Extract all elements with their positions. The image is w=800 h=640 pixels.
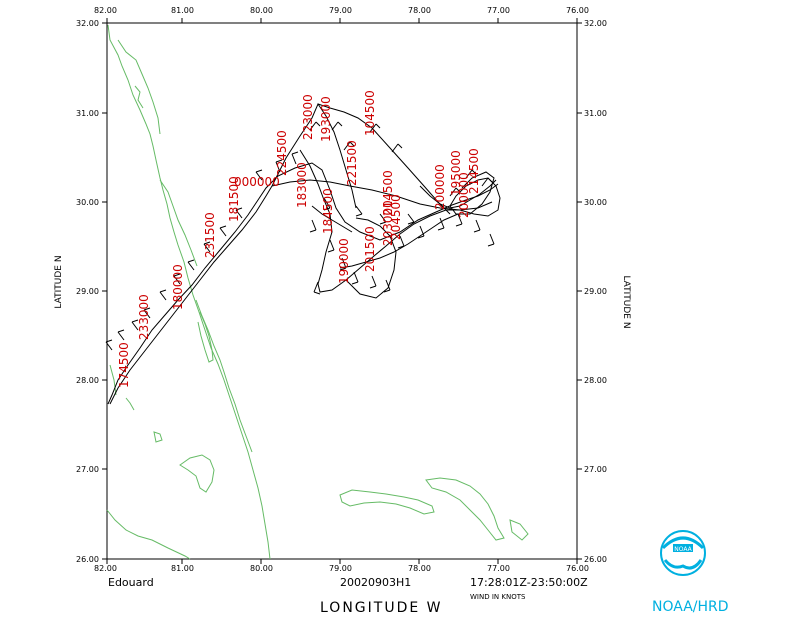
time-label: 221500 xyxy=(345,140,359,186)
logo-text: NOAA xyxy=(674,546,692,553)
time-label: 180000 xyxy=(171,264,185,310)
lon-tick-bottom: 81.00 xyxy=(171,564,194,573)
flight-id: 20020903H1 xyxy=(340,576,411,589)
time-label: 203000 xyxy=(381,200,395,246)
time-label: 184500 xyxy=(321,188,335,234)
time-label: 200000 xyxy=(457,172,471,218)
lat-tick-right: 30.00 xyxy=(584,198,607,207)
lat-tick-left: 31.00 xyxy=(76,109,99,118)
lon-tick-bottom: 76.00 xyxy=(566,564,589,573)
time-label: 201500 xyxy=(363,226,377,272)
coastline xyxy=(106,24,529,560)
agency-label: NOAA/HRD xyxy=(652,599,729,615)
time-label: 223000 xyxy=(301,94,315,140)
lat-tick-right: 28.00 xyxy=(584,376,607,385)
lon-tick-top: 82.00 xyxy=(94,6,117,15)
lon-tick-top: 80.00 xyxy=(250,6,273,15)
lon-tick-top: 81.00 xyxy=(171,6,194,15)
lon-tick-top: 79.00 xyxy=(329,6,352,15)
time-label: 231500 xyxy=(203,212,217,258)
lat-tick-right: 27.00 xyxy=(584,465,607,474)
lat-tick-right: 32.00 xyxy=(584,19,607,28)
time-label: 104500 xyxy=(363,90,377,136)
storm-name: Edouard xyxy=(108,576,154,589)
time-label: 183000 xyxy=(295,162,309,208)
time-label: 204500 xyxy=(389,194,403,240)
lon-ticks xyxy=(106,18,578,564)
time-label: 200000 xyxy=(433,164,447,210)
lon-tick-bottom: 80.00 xyxy=(250,564,273,573)
lon-tick-top: 78.00 xyxy=(408,6,431,15)
time-label: 174500 xyxy=(117,342,131,388)
time-label: 181500 xyxy=(227,176,241,222)
lat-tick-left: 32.00 xyxy=(76,19,99,28)
time-label: 233000 xyxy=(137,294,151,340)
lat-tick-right: 26.00 xyxy=(584,555,607,564)
time-label: 190000 xyxy=(337,238,351,284)
noaa-logo-icon: NOAA xyxy=(660,530,706,576)
flight-track xyxy=(107,102,501,405)
lon-tick-bottom: 77.00 xyxy=(487,564,510,573)
x-axis-title: LONGITUDE W xyxy=(320,600,443,616)
lon-tick-top: 76.00 xyxy=(566,6,589,15)
lat-tick-left: 26.00 xyxy=(76,555,99,564)
lon-tick-bottom: 82.00 xyxy=(94,564,117,573)
wind-barbs xyxy=(105,121,495,351)
y-axis-title-right: LATITUDE N xyxy=(621,275,631,328)
wind-units-note: WIND IN KNOTS xyxy=(470,593,526,601)
lon-tick-bottom: 78.00 xyxy=(408,564,431,573)
y-axis-title-left: LATITUDE N xyxy=(54,255,64,308)
lat-tick-left: 27.00 xyxy=(76,465,99,474)
time-labels: 174500 233000 180000 231500 181500 00000… xyxy=(117,90,481,388)
time-label: 195000 xyxy=(449,150,463,196)
time-label: 224500 xyxy=(275,130,289,176)
time-range: 17:28:01Z-23:50:00Z xyxy=(470,576,588,589)
lat-tick-right: 31.00 xyxy=(584,109,607,118)
time-label: 193000 xyxy=(319,96,333,142)
lat-tick-left: 29.00 xyxy=(76,287,99,296)
time-label: 214500 xyxy=(467,148,481,194)
lat-ticks xyxy=(102,22,582,560)
lon-tick-bottom: 79.00 xyxy=(329,564,352,573)
lat-tick-left: 28.00 xyxy=(76,376,99,385)
lon-tick-top: 77.00 xyxy=(487,6,510,15)
lat-tick-left: 30.00 xyxy=(76,198,99,207)
lat-tick-right: 29.00 xyxy=(584,287,607,296)
time-label: 214500 xyxy=(381,170,395,216)
time-label: 000000 xyxy=(234,175,280,189)
